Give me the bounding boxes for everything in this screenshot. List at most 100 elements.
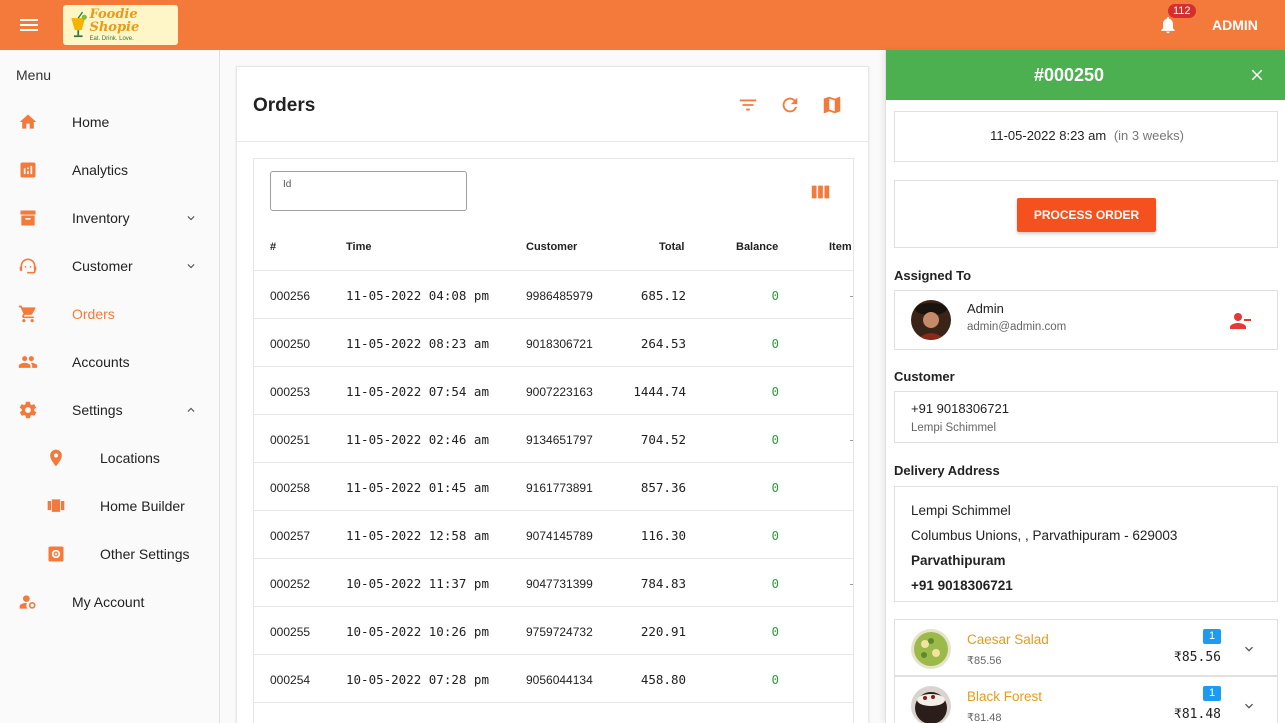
cell-item — [850, 296, 853, 297]
cell-customer: 9007223163 — [526, 385, 593, 399]
people-icon — [18, 356, 38, 368]
cell-total: 116.30 — [640, 528, 686, 543]
cell-total: 220.91 — [640, 624, 686, 639]
cell-total: 1444.74 — [633, 384, 686, 399]
sidebar-item-my-account[interactable]: My Account — [0, 578, 219, 626]
item-name: Caesar Salad — [967, 632, 1049, 647]
cell-id: 000251 — [270, 433, 311, 447]
cell-id: 000253 — [270, 385, 311, 399]
table-row[interactable]: 000256 11-05-2022 04:08 pm 9986485979 68… — [254, 270, 853, 318]
hamburger-menu-icon[interactable] — [14, 10, 44, 40]
table-row[interactable]: 000251 11-05-2022 02:46 am 9134651797 70… — [254, 414, 853, 462]
order-datetime: 11-05-2022 8:23 am — [990, 128, 1107, 143]
carousel-icon — [47, 499, 65, 512]
sidebar-item-analytics[interactable]: Analytics — [0, 146, 219, 194]
item-name: Black Forest — [967, 689, 1043, 704]
filter-icon[interactable] — [737, 94, 759, 116]
chevron-down-icon[interactable] — [1241, 641, 1257, 657]
cell-customer: 9759724732 — [526, 625, 593, 639]
map-icon[interactable] — [821, 94, 843, 116]
sidebar-item-locations[interactable]: Locations — [0, 434, 219, 482]
sidebar-item-orders[interactable]: Orders — [0, 290, 219, 338]
cell-time: 10-05-2022 10:26 pm — [346, 624, 489, 639]
cell-id: 000257 — [270, 529, 311, 543]
table-row[interactable] — [254, 702, 853, 723]
order-relative-time: (in 3 weeks) — [1113, 128, 1184, 143]
cell-id: 000258 — [270, 481, 311, 495]
refresh-icon[interactable] — [779, 94, 801, 116]
cell-item — [850, 440, 853, 441]
notification-badge: 112 — [1168, 4, 1196, 18]
chevron-down-icon — [187, 264, 195, 269]
cell-time: 11-05-2022 01:45 am — [346, 480, 489, 495]
column-header-id[interactable]: # — [270, 241, 277, 253]
sidebar-item-other-settings[interactable]: Other Settings — [0, 530, 219, 578]
cell-id: 000250 — [270, 337, 311, 351]
sidebar-item-inventory[interactable]: Inventory — [0, 194, 219, 242]
close-icon[interactable] — [1248, 66, 1266, 84]
admin-avatar-image — [911, 300, 951, 340]
customer-title: Customer — [894, 369, 955, 384]
cell-time: 10-05-2022 07:28 pm — [346, 672, 489, 687]
cell-balance: 0 — [771, 624, 779, 639]
user-menu-button[interactable]: ADMIN — [1212, 17, 1258, 33]
archive-icon — [20, 210, 36, 226]
cell-balance: 0 — [771, 528, 779, 543]
id-filter-label: Id — [283, 179, 292, 190]
cell-customer: 9018306721 — [526, 337, 593, 351]
column-header-time[interactable]: Time — [346, 241, 372, 253]
remove-assignee-icon[interactable] — [1229, 309, 1253, 333]
item-unit-price: ₹81.48 — [967, 712, 1002, 723]
table-row[interactable]: 000258 11-05-2022 01:45 am 9161773891 85… — [254, 462, 853, 510]
cell-time: 11-05-2022 02:46 am — [346, 432, 489, 447]
sidebar-item-settings[interactable]: Settings — [0, 386, 219, 434]
view-columns-icon[interactable] — [811, 184, 830, 200]
support-agent-icon — [19, 258, 37, 274]
cell-id: 000252 — [270, 577, 311, 591]
cell-id: 000255 — [270, 625, 311, 639]
analytics-icon — [20, 162, 36, 178]
process-order-button[interactable]: PROCESS ORDER — [1017, 198, 1156, 232]
order-date-box: 11-05-2022 8:23 am (in 3 weeks) — [894, 111, 1278, 162]
order-item-row[interactable]: Black Forest ₹81.48 1 ₹81.48 — [894, 676, 1278, 723]
cell-id: 000256 — [270, 289, 311, 303]
order-item-row[interactable]: Caesar Salad ₹85.56 1 ₹85.56 — [894, 619, 1278, 676]
item-total: ₹81.48 — [1174, 707, 1221, 722]
sidebar-item-home-builder[interactable]: Home Builder — [0, 482, 219, 530]
table-row[interactable]: 000250 11-05-2022 08:23 am 9018306721 26… — [254, 318, 853, 366]
sidebar-item-customer[interactable]: Customer — [0, 242, 219, 290]
account-settings-icon — [19, 595, 36, 609]
logo-name: Foodie Shopie — [89, 7, 140, 35]
cell-balance: 0 — [771, 288, 779, 303]
sidebar-item-home[interactable]: Home — [0, 98, 219, 146]
settings-box-icon — [48, 546, 64, 562]
cell-customer: 9047731399 — [526, 577, 593, 591]
table-row[interactable]: 000254 10-05-2022 07:28 pm 9056044134 45… — [254, 654, 853, 702]
table-row[interactable]: 000257 11-05-2022 12:58 am 9074145789 11… — [254, 510, 853, 558]
juice-glass-logo-icon — [71, 11, 87, 38]
column-header-item[interactable]: Item — [829, 241, 852, 253]
cell-total: 458.80 — [640, 672, 686, 687]
sidebar-item-accounts[interactable]: Accounts — [0, 338, 219, 386]
id-filter-field[interactable]: Id — [270, 171, 467, 211]
orders-table: Id # Time Customer Total Balance Item 00… — [253, 158, 854, 723]
cell-balance: 0 — [771, 432, 779, 447]
column-header-balance[interactable]: Balance — [736, 241, 779, 253]
cell-total: 704.52 — [640, 432, 686, 447]
column-header-customer[interactable]: Customer — [526, 241, 578, 253]
column-header-total[interactable]: Total — [659, 241, 685, 253]
sidebar-item-label: Analytics — [72, 162, 129, 178]
sidebar-item-label: Accounts — [72, 354, 130, 370]
table-row[interactable]: 000252 10-05-2022 11:37 pm 9047731399 78… — [254, 558, 853, 606]
cell-customer: 9161773891 — [526, 481, 593, 495]
item-quantity-badge: 1 — [1203, 629, 1221, 644]
chevron-down-icon[interactable] — [1241, 698, 1257, 714]
top-app-bar: Foodie Shopie Eat. Drink. Love. 112 ADMI… — [0, 0, 1285, 50]
table-row[interactable]: 000253 11-05-2022 07:54 am 9007223163 14… — [254, 366, 853, 414]
table-row[interactable]: 000255 10-05-2022 10:26 pm 9759724732 22… — [254, 606, 853, 654]
app-logo[interactable]: Foodie Shopie Eat. Drink. Love. — [63, 5, 178, 45]
id-filter-input[interactable] — [281, 190, 456, 208]
item-unit-price: ₹85.56 — [967, 655, 1002, 667]
notification-bell-icon[interactable] — [1158, 15, 1178, 35]
sidebar-item-label: Locations — [100, 450, 160, 466]
